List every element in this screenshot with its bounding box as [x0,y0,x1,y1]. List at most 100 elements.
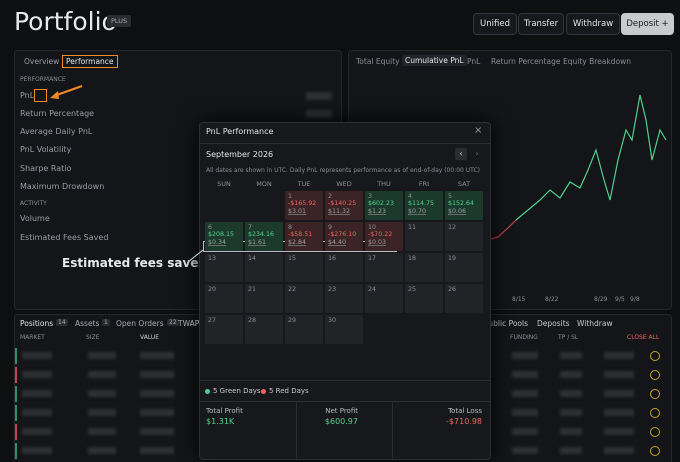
row-action [650,351,660,361]
chart-tab[interactable]: PnL [467,57,481,66]
row-stripe [15,367,17,383]
row-stripe [15,386,17,402]
daily-pnl: $114.75 [408,200,435,208]
calendar-day: 24 [365,284,403,313]
blurred-cell [140,447,174,454]
weekday-label: TUE [297,180,311,188]
blurred-cell [88,390,116,397]
bottom-tab[interactable]: Open Orders [116,319,164,328]
day-number: 19 [448,255,457,262]
blurred-cell [88,371,116,378]
prev-month[interactable]: ‹ [455,148,467,160]
blurred-cell [88,447,116,454]
divider [199,380,490,381]
blurred-cell [22,428,52,435]
chart-tab[interactable]: Return Percentage [491,57,561,66]
arrowhead [50,91,59,99]
calendar-day: 25 [405,284,443,313]
calendar-day: 16 [325,253,363,282]
performance-tab[interactable]: Performance [62,55,118,68]
blurred-cell [140,428,174,435]
metric-label: Sharpe Ratio [20,164,72,173]
day-number: 8 [288,224,293,231]
metric-label: PnL [20,91,35,100]
calendar-day: 8 -$58.51 $2.84 [285,222,323,251]
bottom-tab[interactable]: Positions [20,319,54,328]
calendar-day: 12 [445,222,483,251]
calendar-day: 18 [405,253,443,282]
summary-label: Net Profit [325,407,358,415]
weekday-label: SUN [217,180,231,188]
overview-tab[interactable]: Overview [24,57,60,66]
day-number: 4 [408,193,413,200]
next-month[interactable]: › [475,149,479,158]
blurred-cell [560,447,582,454]
legend-label: 5 Red Days [269,387,309,395]
row-stripe [15,405,17,421]
calendar-day: 3 $602.23 $1.23 [365,191,403,220]
close-button[interactable]: × [474,125,483,136]
day-number: 14 [248,255,257,262]
bottom-tab[interactable]: TWAP [178,319,200,328]
withdraw-button[interactable]: Withdraw [566,13,620,35]
column-header: TP / SL [558,334,579,341]
bottom-tab[interactable]: Assets [75,319,100,328]
fees-saved: $11.32 [328,207,351,215]
daily-pnl: $152.64 [448,200,475,208]
calendar-day: 28 [245,315,283,344]
column-header: MARKET [20,334,45,341]
day-number: 25 [408,286,417,293]
fees-saved: $3.01 [288,207,307,215]
daily-pnl: -$140.25 [328,200,357,208]
blurred-cell [604,428,634,435]
transfer-button[interactable]: Transfer [518,13,564,35]
close-all-button[interactable]: CLOSE ALL [627,334,660,341]
chart-tab[interactable]: Equity Breakdown [563,57,631,66]
summary-value: -$710.98 [446,417,482,426]
blurred-cell [604,409,634,416]
blurred-cell [560,371,582,378]
daily-pnl: -$58.51 [288,231,313,239]
blurred-cell [88,409,116,416]
day-number: 2 [328,193,333,200]
blurred-cell [512,352,538,359]
day-number: 9 [328,224,333,231]
blurred-cell [140,409,174,416]
weekday-label: THU [377,180,391,188]
daily-pnl: -$165.92 [288,200,317,208]
metric-label: Return Percentage [20,109,95,118]
weekday-label: SAT [457,180,471,188]
metric-label: Estimated Fees Saved [20,233,109,242]
deposit-button[interactable]: Deposit + [621,13,674,35]
chart-tab[interactable]: Total Equity [356,57,400,66]
day-number: 20 [208,286,217,293]
day-number: 18 [408,255,417,262]
blurred-cell [140,371,174,378]
page-title: Portfolio [14,7,117,36]
day-number: 21 [248,286,257,293]
calendar-day: 17 [365,253,403,282]
modal-title: PnL Performance [206,127,274,136]
bottom-tab[interactable]: Withdraw [577,319,613,328]
bottom-tab[interactable]: Public Pools [484,319,529,328]
blurred-cell [604,390,634,397]
day-number: 13 [208,255,217,262]
x-axis-label: 9/8 [630,296,640,303]
bottom-tab[interactable]: Deposits [537,319,570,328]
tab-count: 22 [167,319,179,326]
blurred-cell [22,352,52,359]
blurred-cell [560,428,582,435]
calendar-day: 19 [445,253,483,282]
highlight-box [34,89,47,102]
day-number: 12 [448,224,457,231]
unified-button[interactable]: Unified [473,13,517,35]
calendar-day: 21 [245,284,283,313]
fees-saved: $0.06 [448,207,467,215]
calendar-day: 14 [245,253,283,282]
summary-value: $600.97 [324,417,358,426]
calendar-day: 22 [285,284,323,313]
blurred-cell [560,390,582,397]
chart-tab[interactable]: Cumulative PnL [402,55,467,66]
